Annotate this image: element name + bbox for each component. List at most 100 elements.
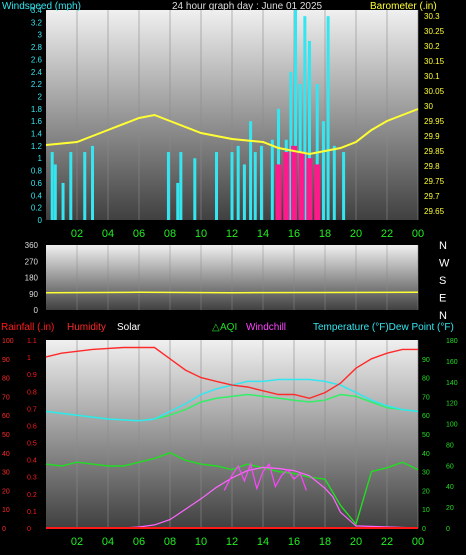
temp-tick-label: 90 — [422, 357, 430, 364]
wind-bar — [166, 152, 170, 220]
temp-tick-label: 60 — [422, 413, 430, 420]
wind-grid — [76, 10, 419, 220]
baro-tick-label: 30.3 — [424, 12, 440, 21]
legend-solar: Solar — [117, 322, 141, 333]
rain-tick-label: 0.7 — [27, 406, 37, 413]
humidity-tick-label: 100 — [2, 338, 14, 345]
wind-tick-label: 0 — [38, 216, 43, 225]
graph-title: 24 hour graph day : June 01 2025 — [172, 1, 323, 12]
humidity-line — [45, 346, 418, 400]
dir-tick-label: 0 — [34, 306, 39, 315]
wind-bar — [308, 40, 311, 220]
hour-label: 22 — [381, 536, 393, 548]
humidity-tick-label: 80 — [2, 376, 10, 383]
humidity-tick-label: 30 — [2, 470, 10, 477]
wind-tick-label: 3.4 — [31, 6, 43, 15]
humidity-tick-label: 20 — [2, 488, 10, 495]
rain-tick-label: 0.1 — [27, 509, 37, 516]
gust-bar — [314, 164, 321, 220]
rain-tick-label: 0.9 — [27, 372, 37, 379]
temp-tick-label: 10 — [422, 507, 430, 514]
hour-label: 10 — [195, 228, 207, 240]
solar-tick-label: 180 — [446, 338, 458, 345]
wind-bar — [236, 145, 240, 220]
wind-bar — [321, 121, 325, 220]
wind-y-ticks: 0 0.2 0.4 0.6 0.8 1 1.2 1.4 1.6 1.8 2 2.2 2.4 2.6 2.8 3… — [31, 6, 43, 225]
rain-tick-label: 0.3 — [27, 475, 37, 482]
wind-tick-label: 0.2 — [31, 204, 43, 213]
wind-bar — [230, 152, 234, 220]
solar-tick-label: 80 — [446, 442, 454, 449]
solar-tick-label: 60 — [446, 463, 454, 470]
hour-label: 20 — [350, 536, 362, 548]
direction-line — [45, 291, 419, 294]
gust-bar — [306, 158, 313, 220]
barometer-line — [45, 108, 419, 156]
wind-bar — [259, 145, 263, 220]
baro-tick-label: 29.95 — [424, 117, 445, 126]
baro-tick-label: 29.7 — [424, 192, 440, 201]
wind-tick-label: 0.4 — [31, 191, 43, 200]
bottom-hour-labels: 02 04 06 08 10 12 14 16 18 20 22 00 — [71, 536, 424, 548]
hour-label: 18 — [319, 536, 331, 548]
wind-title: Windspeed (mph) — [2, 1, 81, 12]
bottom-legend: Rainfall (.in) Humidity Solar △ AQI Wind… — [1, 322, 454, 333]
dir-tick-label: 180 — [25, 274, 39, 283]
legend-temp-dew: Temperature (°F)Dew Point (°F) — [313, 322, 454, 333]
humidity-tick-label: 70 — [2, 394, 10, 401]
humidity-tick-label: 50 — [2, 432, 10, 439]
wind-bar — [242, 164, 246, 220]
gust-bar — [283, 152, 290, 220]
solar-tick-label: 120 — [446, 401, 458, 408]
rain-tick-label: 1.1 — [27, 338, 37, 345]
dir-tick-label: 360 — [25, 241, 39, 250]
wind-bar — [332, 145, 336, 220]
solar-tick-label: 20 — [446, 505, 454, 512]
wind-tick-label: 1.6 — [31, 117, 43, 126]
wind-bar — [342, 152, 346, 220]
hour-label: 04 — [102, 536, 114, 548]
dir-grid — [76, 245, 419, 310]
solar-tick-label: 40 — [446, 484, 454, 491]
wind-tick-label: 1 — [38, 154, 43, 163]
temp-tick-label: 50 — [422, 432, 430, 439]
wind-tick-label: 1.2 — [31, 142, 43, 151]
wind-bar — [294, 10, 298, 220]
windchill-line — [223, 462, 307, 491]
rain-tick-label: 0.2 — [27, 492, 37, 499]
wind-bar — [303, 16, 307, 221]
direction-letter: S — [439, 275, 446, 287]
wind-bar — [326, 16, 330, 221]
wind-bar — [215, 152, 218, 220]
solar-ticks: 0 20 40 60 80 100 120 140 160 180 — [446, 338, 458, 533]
baro-tick-label: 30.05 — [424, 87, 445, 96]
dir-y-ticks: 0 90 180 270 360 — [25, 241, 39, 315]
wind-bar — [179, 152, 183, 220]
legend-windchill: Windchill — [246, 322, 286, 333]
hour-label: 22 — [381, 228, 393, 240]
aqi-line — [45, 452, 419, 526]
hour-label: 14 — [257, 228, 269, 240]
humidity-tick-label: 10 — [2, 507, 10, 514]
hour-label: 02 — [71, 228, 83, 240]
temp-tick-label: 80 — [422, 376, 430, 383]
baro-tick-label: 29.85 — [424, 147, 445, 156]
top-hour-labels: 02 04 06 08 10 12 14 16 18 20 22 00 — [71, 228, 424, 240]
wind-bar — [69, 152, 73, 220]
baro-tick-label: 30.2 — [424, 42, 440, 51]
baro-y-ticks: 29.65 29.7 29.75 29.8 29.85 29.9 29.95 30 30.05 3… — [424, 12, 445, 216]
wind-bar — [53, 164, 57, 220]
humidity-ticks: 0 10 20 30 40 50 60 70 80 90 100 — [2, 338, 14, 533]
baro-tick-label: 30.1 — [424, 72, 440, 81]
solar-line — [46, 466, 419, 529]
wind-tick-label: 2.8 — [31, 43, 43, 52]
gust-bar — [291, 145, 297, 220]
wind-tick-label: 0.8 — [31, 167, 43, 176]
hour-label: 16 — [288, 536, 300, 548]
wind-tick-label: 3.2 — [31, 18, 43, 27]
direction-letter: N — [439, 240, 447, 252]
temp-tick-label: 20 — [422, 488, 430, 495]
